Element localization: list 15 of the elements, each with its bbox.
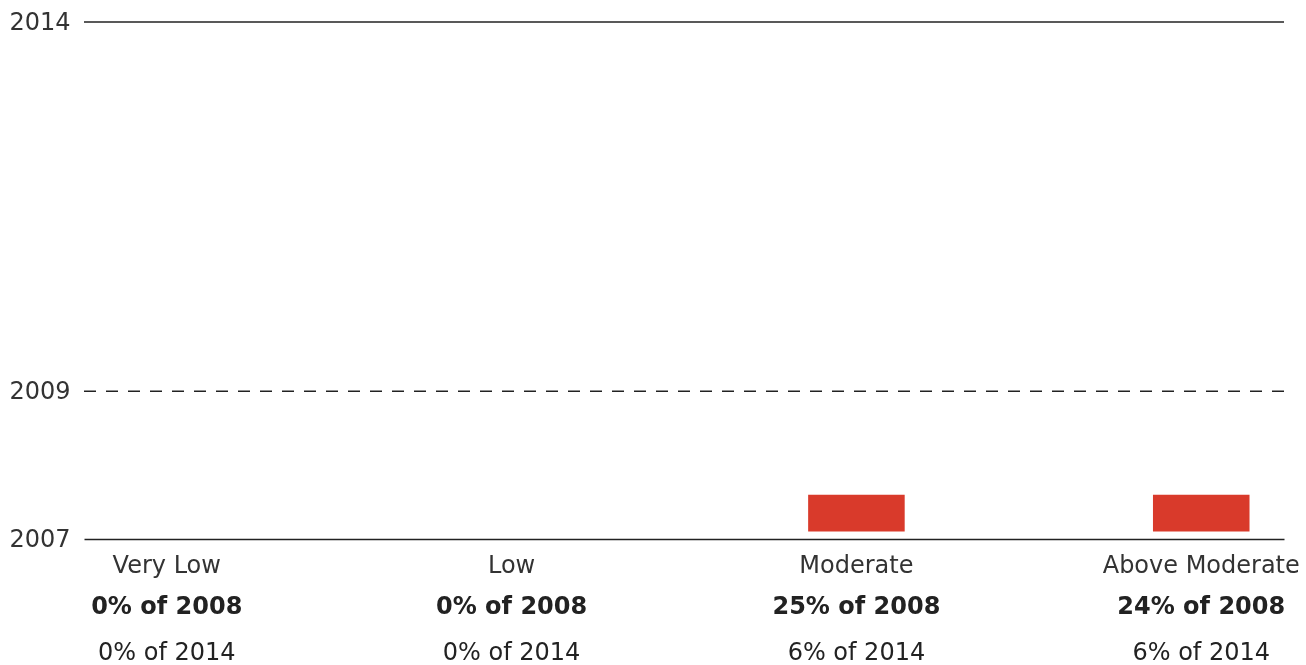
- x-tick-label: Very Low: [112, 550, 221, 579]
- y-tick-label: 2007: [9, 524, 71, 553]
- text: 0% of 2008: [435, 592, 588, 620]
- text: 0% of 2014: [442, 638, 581, 665]
- y-tick-label: 2014: [9, 7, 71, 36]
- text: 6% of 2014: [1132, 638, 1271, 665]
- text: 24% of 2008: [1117, 592, 1286, 620]
- x-tick-label: Low: [487, 550, 536, 579]
- text: 25% of 2008: [772, 592, 941, 620]
- text: 6% of 2014: [787, 638, 926, 665]
- x-tick-label: Moderate: [799, 550, 914, 579]
- x-tick-label: Above Moderate: [1102, 550, 1300, 579]
- text: 0% of 2008: [91, 592, 243, 620]
- text: 0% of 2014: [97, 638, 236, 665]
- y-tick-label: 2009: [9, 376, 71, 405]
